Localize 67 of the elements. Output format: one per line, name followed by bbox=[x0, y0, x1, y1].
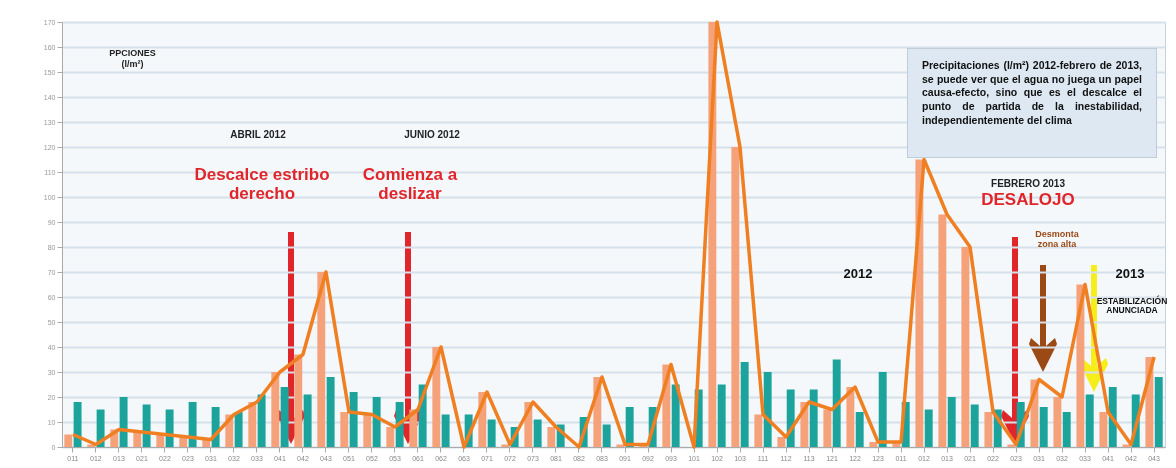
bar bbox=[64, 434, 73, 447]
bar bbox=[602, 424, 611, 447]
bar bbox=[326, 377, 335, 447]
bar bbox=[188, 402, 197, 447]
bar bbox=[294, 354, 303, 447]
bar bbox=[855, 412, 864, 447]
bar bbox=[731, 147, 740, 447]
annotation: Descalce estribo derecho bbox=[193, 165, 331, 204]
bar bbox=[763, 372, 772, 447]
bar bbox=[777, 437, 786, 447]
note-box: Precipitaciones (l/m²) 2012-febrero de 2013, se puede ver que el agua no juega un papel causa-efecto, sino que es el descalce el punto de partida de la inestabilidad, independientemente del clima bbox=[907, 48, 1157, 158]
annotation: Desmonta zona alta bbox=[1034, 229, 1080, 250]
annotation: 2013 bbox=[1115, 265, 1145, 282]
bar bbox=[257, 394, 266, 447]
annotation: JUNIO 2012 bbox=[404, 128, 460, 140]
bar bbox=[846, 387, 855, 447]
bar bbox=[823, 409, 832, 447]
bar bbox=[363, 414, 372, 447]
bar bbox=[740, 362, 749, 447]
bar bbox=[280, 387, 289, 447]
bar bbox=[234, 412, 243, 447]
bar bbox=[625, 407, 634, 447]
bar bbox=[340, 412, 349, 447]
bar bbox=[487, 419, 496, 447]
bar bbox=[1053, 397, 1062, 447]
bar bbox=[961, 247, 970, 447]
annotation: ESTABILIZACIÓN ANUNCIADA bbox=[1095, 295, 1169, 316]
bar bbox=[441, 414, 450, 447]
bar bbox=[432, 347, 441, 447]
bar bbox=[349, 392, 358, 447]
bar bbox=[754, 414, 763, 447]
bar bbox=[671, 384, 680, 447]
bar bbox=[119, 397, 128, 447]
bar bbox=[878, 372, 887, 447]
y-axis-title: PPCIONES (l/m²) bbox=[109, 47, 156, 69]
bar bbox=[717, 384, 726, 447]
bar bbox=[271, 372, 280, 447]
bar bbox=[133, 432, 142, 447]
annotation: 2012 bbox=[843, 265, 873, 282]
bar bbox=[395, 402, 404, 447]
bar bbox=[1039, 407, 1048, 447]
annotation: FEBRERO 2013 bbox=[991, 177, 1065, 189]
bar bbox=[947, 397, 956, 447]
bar bbox=[924, 409, 933, 447]
bar bbox=[165, 409, 174, 447]
annotation: DESALOJO bbox=[981, 189, 1075, 210]
bar bbox=[1099, 412, 1108, 447]
bar bbox=[142, 404, 151, 447]
bar bbox=[809, 389, 818, 447]
bar bbox=[984, 412, 993, 447]
bar bbox=[970, 404, 979, 447]
bar bbox=[317, 272, 326, 447]
bar bbox=[869, 442, 878, 447]
bar bbox=[938, 214, 947, 447]
bar bbox=[303, 394, 312, 447]
bar bbox=[73, 402, 82, 447]
bar bbox=[547, 427, 556, 447]
annotation: ABRIL 2012 bbox=[230, 128, 286, 140]
bar bbox=[832, 359, 841, 447]
bar bbox=[1062, 412, 1071, 447]
bar bbox=[1154, 377, 1163, 447]
bar bbox=[386, 427, 395, 447]
bar bbox=[372, 397, 381, 447]
bar bbox=[533, 419, 542, 447]
bar bbox=[248, 402, 257, 447]
bar bbox=[1085, 394, 1094, 447]
annotation: Comienza a deslizar bbox=[361, 165, 459, 204]
